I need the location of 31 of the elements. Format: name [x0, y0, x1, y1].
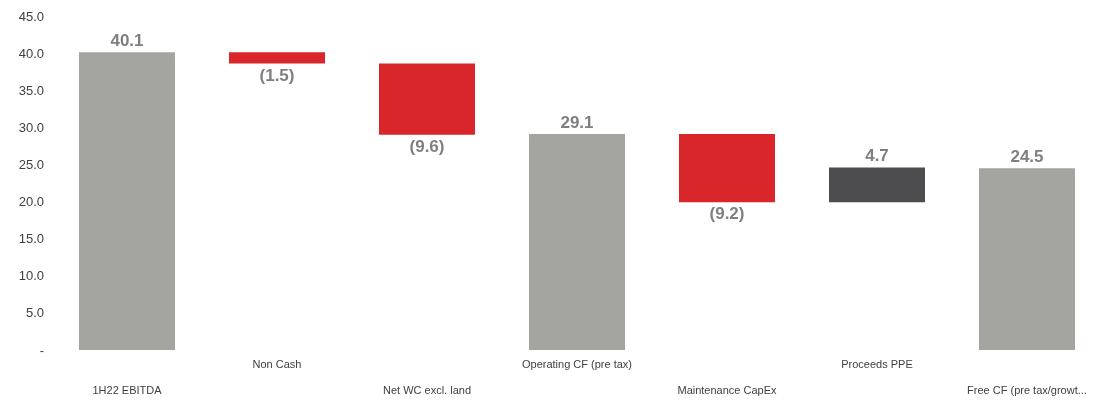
- bar: [379, 63, 475, 135]
- x-tick-label: Net WC excl. land: [382, 383, 472, 396]
- bar: [679, 134, 775, 203]
- data-label: 40.1: [110, 31, 144, 51]
- y-tick-label: 40.0: [18, 45, 44, 61]
- bar: [829, 167, 925, 203]
- x-tick-label: Free CF (pre tax/growt...: [967, 383, 1087, 396]
- y-tick-label: 5.0: [25, 305, 44, 321]
- bar: [79, 52, 175, 350]
- y-tick-label: -: [39, 342, 44, 358]
- y-tick-label: 15.0: [18, 231, 44, 247]
- data-label: (9.6): [409, 136, 445, 156]
- y-tick-label: 30.0: [18, 119, 44, 135]
- x-tick-label: Operating CF (pre tax): [521, 357, 633, 370]
- x-tick-label: Maintenance CapEx: [677, 383, 778, 396]
- data-label: 24.5: [1010, 147, 1044, 167]
- y-tick-label: 25.0: [18, 156, 44, 172]
- data-label: (1.5): [259, 65, 295, 85]
- x-tick-label: 1H22 EBITDA: [92, 383, 163, 396]
- data-label: (9.2): [709, 204, 745, 224]
- data-label: 4.7: [865, 146, 889, 166]
- y-tick-label: 20.0: [18, 194, 44, 210]
- x-tick-label: Non Cash: [252, 357, 302, 370]
- bar: [229, 52, 325, 64]
- data-label: 29.1: [560, 113, 594, 133]
- bar: [979, 168, 1075, 350]
- y-tick-label: 45.0: [18, 8, 44, 24]
- y-tick-label: 10.0: [18, 268, 44, 284]
- y-tick-label: 35.0: [18, 82, 44, 98]
- x-tick-label: Proceeds PPE: [841, 357, 913, 370]
- bar: [529, 134, 625, 350]
